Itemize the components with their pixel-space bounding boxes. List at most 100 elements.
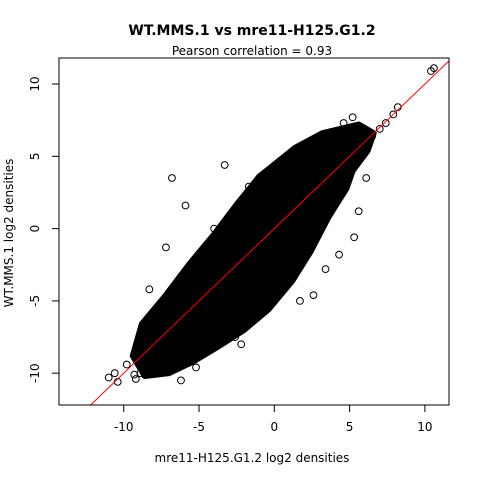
data-point [267, 195, 276, 204]
fit-line-group [89, 60, 449, 405]
data-point [171, 318, 179, 327]
y-tick-label: 5 [28, 152, 42, 160]
data-point [430, 64, 438, 73]
data-point [157, 367, 166, 376]
data-point [302, 195, 310, 204]
data-point [279, 178, 288, 187]
x-tick-label: -10 [114, 420, 134, 434]
data-point [256, 236, 265, 245]
data-point [181, 201, 190, 210]
y-tick-label: -5 [28, 295, 42, 307]
data-point [288, 208, 297, 217]
data-point [375, 124, 384, 133]
data-point [335, 250, 343, 259]
data-point [204, 288, 212, 297]
data-point [323, 175, 331, 184]
data-point [104, 373, 113, 382]
data-point [151, 320, 160, 328]
data-point [168, 331, 176, 340]
y-axis-label: WT.MMS.1 log2 densities [2, 159, 16, 308]
data-point [139, 356, 148, 365]
data-point [151, 338, 160, 347]
y-tick-label: -10 [28, 363, 42, 383]
data-point [220, 161, 229, 169]
data-point [324, 137, 333, 146]
data-point [140, 370, 149, 379]
data-point [110, 369, 119, 378]
data-point [143, 350, 152, 359]
data-point [190, 305, 199, 314]
data-point [285, 165, 294, 174]
x-tick-label: 0 [271, 420, 279, 434]
data-point [186, 294, 194, 302]
data-point [201, 262, 209, 271]
data-point [174, 286, 182, 295]
data-point [317, 148, 325, 156]
data-point [309, 291, 318, 300]
data-point [294, 168, 303, 177]
data-point [213, 246, 222, 255]
chart-subtitle: Pearson correlation = 0.93 [172, 44, 332, 58]
data-point [250, 208, 259, 217]
data-point [231, 333, 240, 341]
x-tick-label: 5 [346, 420, 354, 434]
data-point [192, 363, 200, 372]
data-point [184, 308, 193, 317]
data-point [290, 262, 298, 271]
data-point [237, 340, 246, 349]
data-point [321, 265, 330, 273]
data-point [178, 317, 187, 326]
data-point [210, 224, 218, 233]
data-point [265, 229, 274, 237]
data-point [294, 203, 303, 211]
data-point [216, 320, 225, 328]
data-point [207, 281, 215, 289]
data-point [381, 119, 390, 127]
data-point [354, 207, 363, 216]
data-point [273, 223, 282, 232]
data-point [332, 129, 340, 138]
chart-title: WT.MMS.1 vs mre11-H125.G1.2 [128, 23, 375, 39]
data-point [244, 182, 253, 191]
y-tick-label: 0 [28, 225, 42, 233]
axes: -10 -5 0 5 10 -10 -5 0 5 10 [28, 57, 450, 434]
data-point [195, 270, 203, 279]
data-point [296, 297, 304, 305]
data-point [166, 311, 175, 320]
data-point [122, 360, 131, 369]
data-point [237, 252, 246, 260]
data-point [348, 113, 357, 122]
data-point [145, 285, 154, 294]
data-point [137, 334, 146, 343]
data-point [339, 119, 348, 127]
x-tick-label: -5 [193, 420, 205, 434]
data-point [368, 132, 377, 140]
data-point [247, 291, 256, 300]
data-point [162, 243, 170, 252]
data-point [315, 195, 324, 204]
data-point [362, 174, 371, 182]
x-tick-label: 10 [417, 420, 432, 434]
data-point [192, 255, 200, 263]
data-point [131, 375, 140, 383]
data-point [350, 233, 359, 242]
data-point [229, 257, 238, 266]
data-point [279, 216, 288, 224]
data-point [177, 376, 185, 385]
data-point [155, 349, 164, 357]
data-points [104, 64, 438, 386]
data-point [130, 370, 139, 379]
data-point [146, 360, 155, 369]
x-axis-label: mre11-H125.G1.2 log2 densities [155, 451, 350, 465]
data-point [315, 181, 324, 190]
data-point [360, 139, 369, 148]
data-point [168, 174, 176, 182]
data-point [303, 214, 312, 223]
y-tick-label: 10 [28, 76, 42, 91]
data-point [136, 369, 145, 378]
data-point [165, 301, 173, 310]
data-point [196, 291, 205, 300]
plot-frame [58, 57, 450, 406]
data-point [154, 359, 163, 367]
